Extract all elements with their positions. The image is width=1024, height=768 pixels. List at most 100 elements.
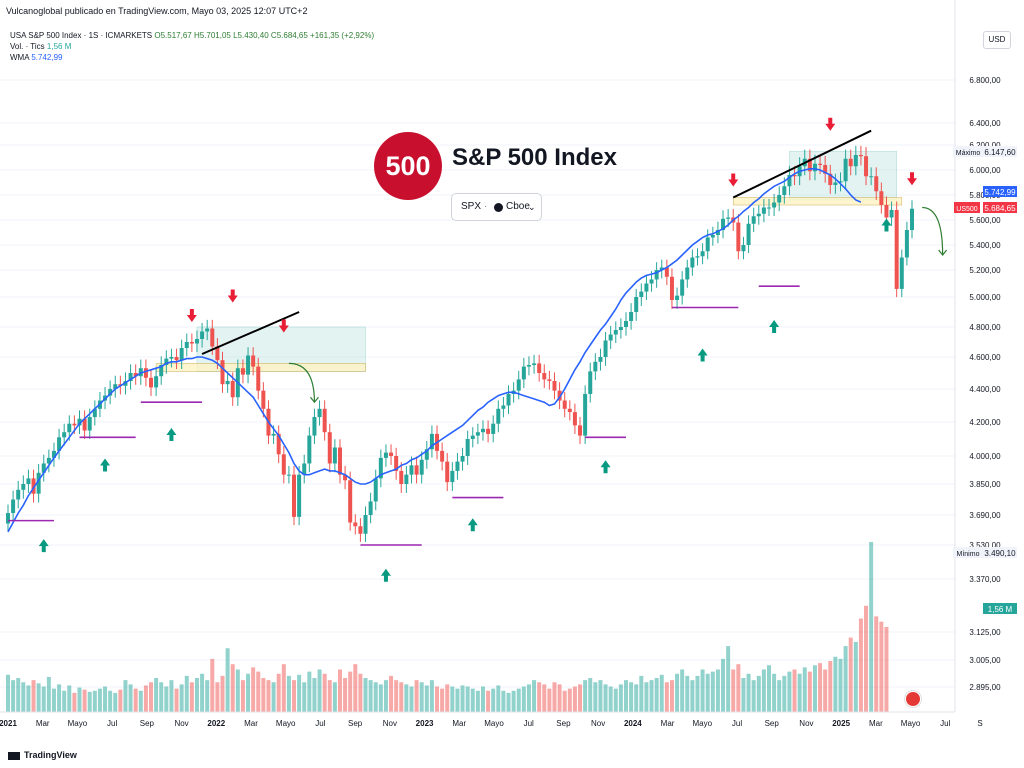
candle-body (6, 513, 10, 523)
volume-bar (231, 664, 235, 712)
candle-body (409, 465, 413, 474)
volume-bar (129, 684, 133, 712)
volume-bar (318, 670, 322, 713)
volume-bar (604, 684, 608, 712)
time-tick-label: Mar (869, 719, 883, 728)
candle-body (890, 210, 894, 218)
volume-bar (185, 676, 189, 712)
candle-body (445, 462, 449, 483)
volume-bar (292, 680, 296, 712)
volume-bar (328, 680, 332, 712)
candle-body (741, 245, 745, 251)
tradingview-logo-icon (8, 752, 20, 760)
price-tick-label: 2.895,00 (969, 683, 1001, 692)
volume-bar (139, 691, 143, 712)
volume-bar (440, 689, 444, 712)
candle-body (466, 439, 470, 456)
candle-body (16, 490, 20, 500)
volume-bar (767, 665, 771, 712)
volume-bar (675, 674, 679, 712)
price-tick-label: 3.005,00 (969, 656, 1001, 665)
volume-bar (660, 675, 664, 712)
time-tick-label: Sep (348, 719, 363, 728)
candle-body (62, 432, 66, 437)
volume-bar (16, 678, 20, 712)
price-tick-label: 5.200,00 (969, 266, 1001, 275)
volume-bar (542, 684, 546, 712)
volume-bar (343, 678, 347, 712)
volume-bar (277, 674, 281, 712)
candle-body (767, 208, 771, 209)
volume-bar (78, 688, 82, 712)
symbol-title: S&P 500 Index (452, 144, 617, 172)
candle-body (864, 156, 868, 176)
volume-bar (573, 687, 577, 713)
candle-body (415, 465, 419, 474)
candle-body (328, 432, 332, 463)
volume-bar (450, 687, 454, 713)
candle-body (261, 391, 265, 409)
time-tick-label: 2024 (624, 719, 642, 728)
candle-body (312, 417, 316, 436)
volume-bar (879, 622, 883, 712)
volume-bar (650, 680, 654, 712)
time-tick-label: Sep (556, 719, 571, 728)
volume-bar (108, 691, 112, 712)
time-tick-label: Sep (765, 719, 780, 728)
candle-body (568, 409, 572, 412)
volume-bar (690, 680, 694, 712)
candle-body (859, 155, 863, 156)
candle-body (695, 256, 699, 257)
candle-body (736, 223, 740, 252)
volume-bar (747, 674, 751, 712)
candle-body (251, 356, 255, 367)
price-tick-label: 4.600,00 (969, 353, 1001, 362)
candle-body (175, 357, 179, 360)
symbol-selector[interactable]: SPX · Cboe ⌄ (451, 193, 542, 221)
candle-body (747, 224, 751, 245)
volume-bar (588, 678, 592, 712)
volume-bar (302, 682, 306, 712)
candle-body (573, 412, 577, 425)
candle-body (461, 456, 465, 462)
volume-bar (241, 680, 245, 712)
volume-bar (103, 687, 107, 713)
volume-bar (471, 689, 475, 712)
volume-bar (21, 682, 25, 712)
volume-bar (394, 680, 398, 712)
volume-bar (32, 680, 36, 712)
volume-bar (568, 689, 572, 712)
volume-bar (425, 685, 429, 712)
candle-body (522, 367, 526, 380)
candle-body (624, 321, 628, 327)
time-tick-label: Sep (140, 719, 155, 728)
candle-body (685, 268, 689, 280)
up-arrow-icon (100, 459, 110, 472)
time-tick-label: 2025 (832, 719, 850, 728)
candle-body (476, 432, 480, 435)
candle-body (287, 475, 291, 476)
volume-bar (374, 682, 378, 712)
candle-body (593, 362, 597, 372)
volume-bar (491, 689, 495, 712)
candle-body (629, 312, 633, 321)
candle-body (486, 429, 490, 434)
time-tick-label: Nov (799, 719, 813, 728)
volume-bar (624, 680, 628, 712)
volume-bar (716, 670, 720, 713)
price-tick-label: 3.850,00 (969, 480, 1001, 489)
volume-bar (823, 670, 827, 713)
tradingview-brand[interactable]: TradingView (8, 750, 77, 760)
volume-bar (57, 684, 61, 712)
volume-bar (144, 685, 148, 712)
volume-bar (798, 674, 802, 712)
volume-bar (175, 689, 179, 712)
candle-body (588, 371, 592, 394)
volume-bar (558, 684, 562, 712)
volume-bar (98, 689, 102, 712)
candle-body (757, 214, 761, 217)
candle-body (542, 373, 546, 379)
candle-body (609, 335, 613, 341)
volume-bar (164, 687, 168, 713)
